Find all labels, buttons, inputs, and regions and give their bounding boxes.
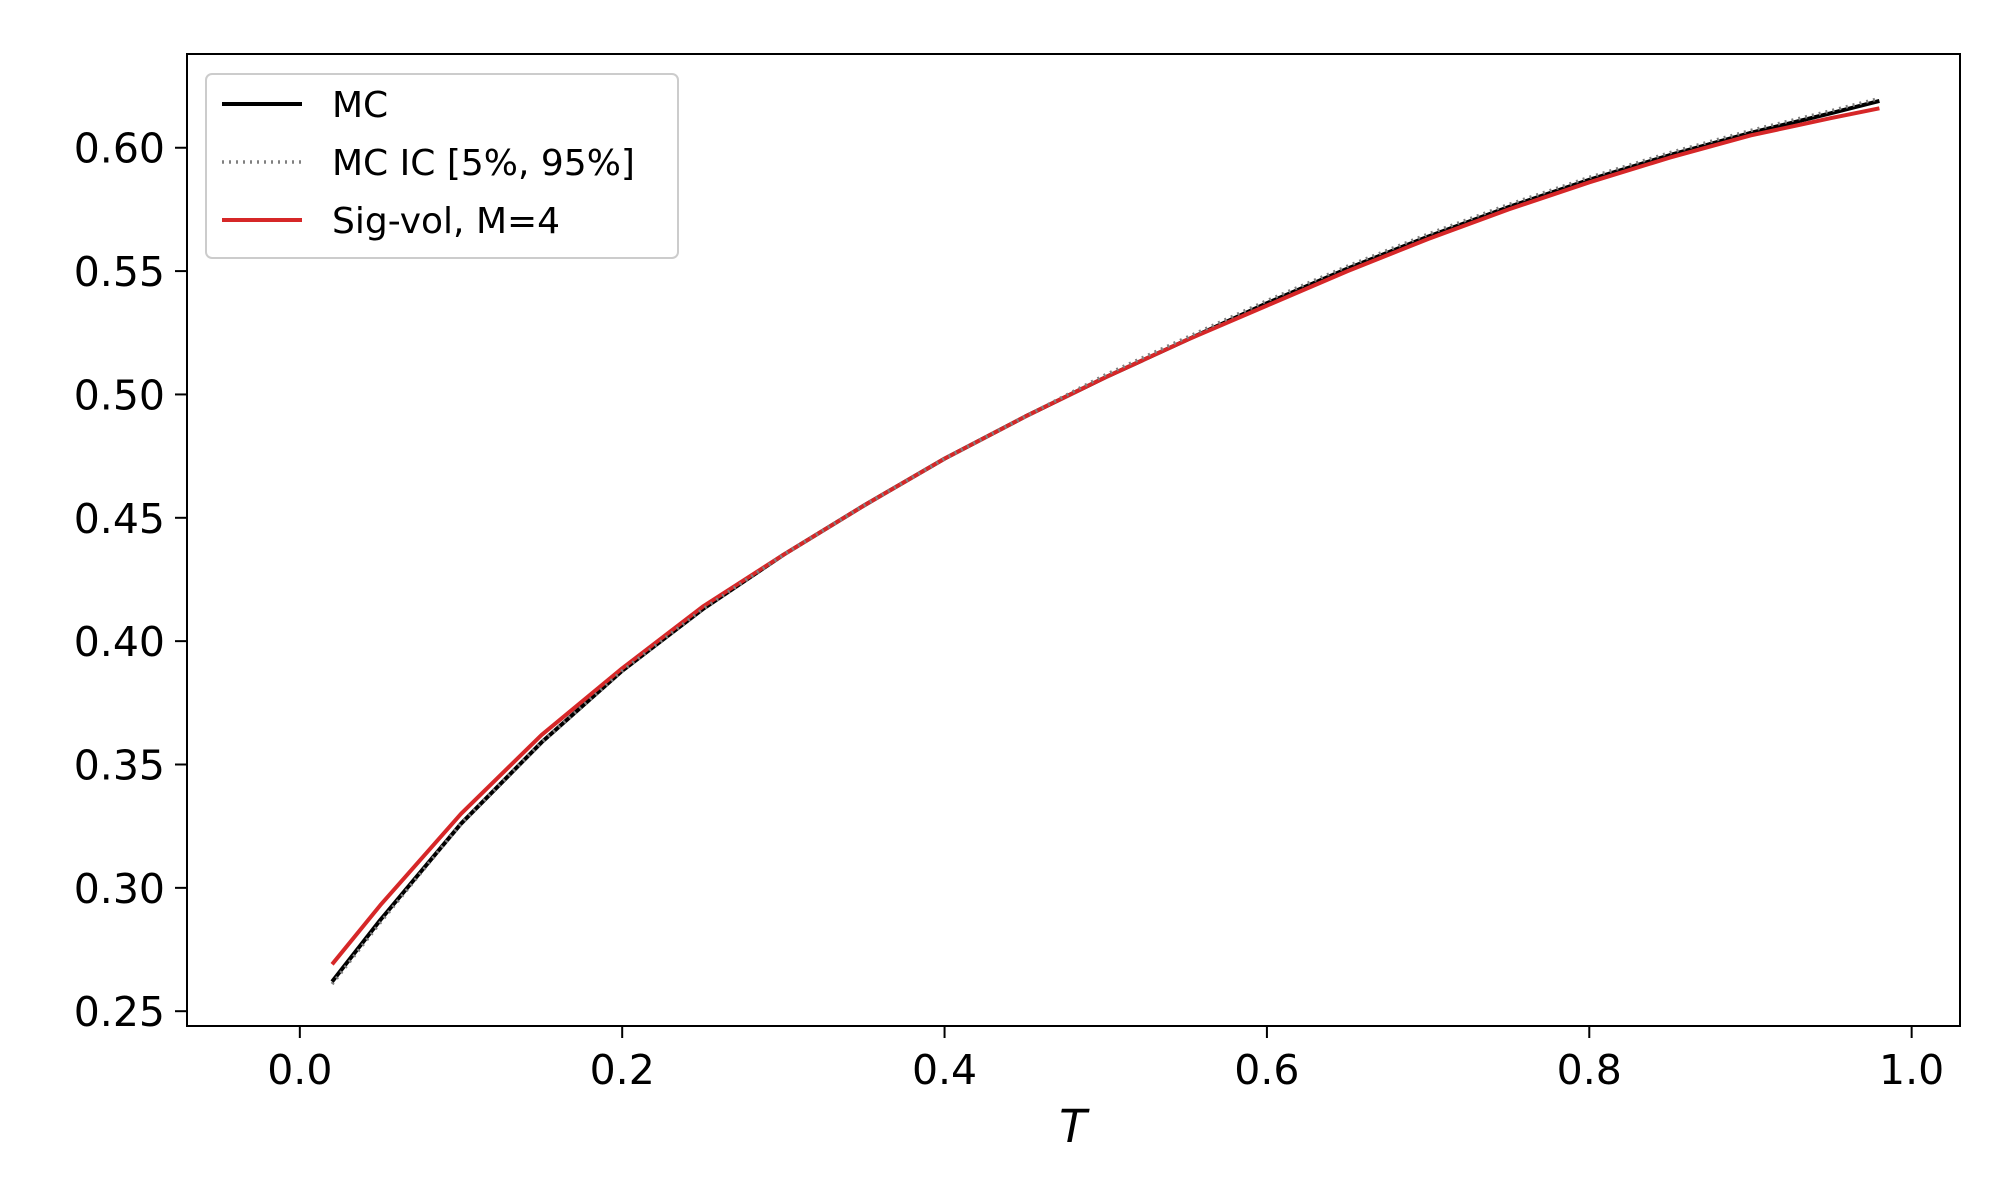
legend-box — [205, 73, 679, 259]
y-tick-label: 0.35 — [74, 741, 165, 789]
x-tick-label: 0.2 — [590, 1046, 655, 1094]
y-axis: 0.25 0.30 0.35 0.40 0.45 0.50 0.55 0.60 — [74, 125, 187, 1036]
x-tick-label: 0.8 — [1557, 1046, 1622, 1094]
y-tick-label: 0.60 — [74, 125, 165, 173]
y-tick-label: 0.30 — [74, 865, 165, 913]
legend-label-mc-ic-5-95: MC IC [5%, 95%] — [332, 143, 635, 184]
legend-label-sig-vol-m-4: Sig-vol, M=4 — [332, 201, 560, 242]
series-line-mc-ic-5-95 — [330, 96, 1880, 986]
x-tick-label: 0.6 — [1234, 1046, 1299, 1094]
y-tick-label: 0.55 — [74, 248, 165, 296]
y-tick-label: 0.45 — [74, 495, 165, 543]
x-tick-label: 0.4 — [912, 1046, 977, 1094]
x-tick-label: 0.0 — [267, 1046, 332, 1094]
legend: MC MC IC [5%, 95%] Sig-vol, M=4 — [205, 73, 679, 259]
series-line-sig-vol-m-4 — [330, 106, 1880, 966]
x-tick-label: 1.0 — [1879, 1046, 1944, 1094]
x-axis: 0.0 0.2 0.4 0.6 0.8 1.0 — [267, 1026, 1944, 1094]
y-tick-label: 0.50 — [74, 371, 165, 419]
y-tick-label: 0.40 — [74, 618, 165, 666]
series-layer — [330, 96, 1880, 986]
plot-frame — [186, 53, 1961, 1027]
x-axis-label: T — [1059, 1100, 1090, 1153]
y-tick-label: 0.25 — [74, 988, 165, 1036]
legend-label-mc: MC — [332, 85, 388, 126]
